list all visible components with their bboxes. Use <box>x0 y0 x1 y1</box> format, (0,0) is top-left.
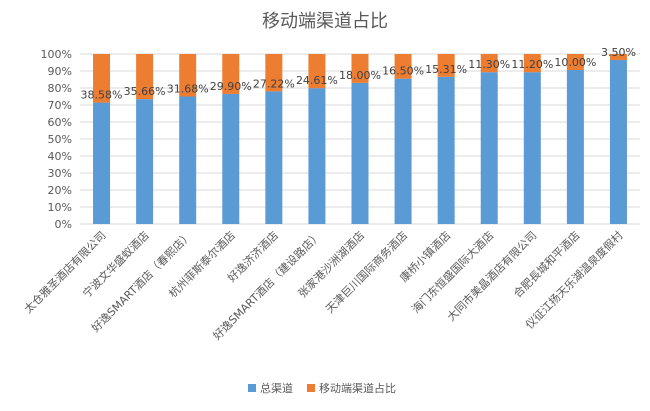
bars <box>93 54 627 225</box>
bar-mobile <box>265 54 283 92</box>
bar-total <box>136 99 154 224</box>
y-tick-label: 20% <box>48 184 72 197</box>
bar-mobile <box>437 54 455 77</box>
bar-mobile <box>136 54 154 100</box>
bar-mobile <box>566 54 584 70</box>
data-label: 11.30% <box>468 58 510 71</box>
data-label: 3.50% <box>601 46 636 59</box>
legend-label-mobile: 移动端渠道占比 <box>319 381 396 395</box>
bar-mobile <box>394 54 412 79</box>
y-tick-label: 100% <box>41 48 72 61</box>
y-tick-label: 30% <box>48 167 72 180</box>
legend-swatch-mobile <box>307 384 315 392</box>
bar-total <box>437 76 455 224</box>
legend-swatch-total <box>248 384 256 392</box>
bar-mobile <box>308 54 326 89</box>
bar-total <box>179 96 197 224</box>
bar-total <box>265 91 283 225</box>
bar-total <box>394 78 412 225</box>
data-label: 16.50% <box>382 65 424 78</box>
data-label: 38.58% <box>81 89 123 102</box>
bar-mobile <box>480 54 498 73</box>
x-category-label: 海门东恒盛国际大酒店 <box>409 228 497 316</box>
bar-total <box>566 69 584 224</box>
data-label: 24.61% <box>296 74 338 87</box>
x-category-label: 天津巨川国际商务酒店 <box>323 228 411 316</box>
x-category-label: 太仓雅圣酒店有限公司 <box>21 228 109 316</box>
y-tick-label: 90% <box>48 65 72 78</box>
data-label: 15.31% <box>425 63 467 76</box>
data-label: 11.20% <box>511 58 553 71</box>
data-label: 18.00% <box>339 69 381 82</box>
legend-label-total: 总渠道 <box>260 381 293 395</box>
bar-mobile <box>609 54 627 60</box>
data-label: 29.90% <box>210 80 252 93</box>
bar-mobile <box>523 54 541 73</box>
bar-total <box>523 72 541 224</box>
legend: 总渠道 移动端渠道占比 <box>248 381 396 395</box>
y-tick-label: 60% <box>48 116 72 129</box>
bar-total <box>351 82 369 225</box>
y-tick-label: 40% <box>48 150 72 163</box>
y-tick-label: 70% <box>48 99 72 112</box>
bar-total <box>609 59 627 225</box>
data-labels: 38.58% 35.66% 31.68% 29.90% 27.22% 24.61% 18.0… <box>81 46 636 102</box>
bar-total <box>308 88 326 224</box>
y-tick-label: 10% <box>48 201 72 214</box>
x-axis-categories: 太仓雅圣酒店有限公司宁波文华盛蚁酒店好逸SMART酒店（春熙店）杭州菲斯泰尔酒店… <box>21 228 626 342</box>
y-axis-ticks: 0% 10% 20% 30% 40% 50% 60% 70% 80% 90% 100% <box>41 48 72 231</box>
bar-mobile <box>351 54 369 83</box>
data-label: 31.68% <box>167 83 209 96</box>
chart-title: 移动端渠道占比 <box>262 11 388 32</box>
y-tick-label: 0% <box>55 218 72 231</box>
data-label: 10.00% <box>554 56 596 69</box>
bar-mobile <box>93 54 111 103</box>
bar-total <box>480 72 498 224</box>
y-tick-label: 50% <box>48 133 72 146</box>
y-tick-label: 80% <box>48 82 72 95</box>
bar-total <box>222 93 240 224</box>
bar-mobile <box>179 54 197 97</box>
data-label: 35.66% <box>124 85 166 98</box>
data-label: 27.22% <box>253 77 295 90</box>
bar-mobile <box>222 54 240 94</box>
bar-total <box>93 102 111 224</box>
